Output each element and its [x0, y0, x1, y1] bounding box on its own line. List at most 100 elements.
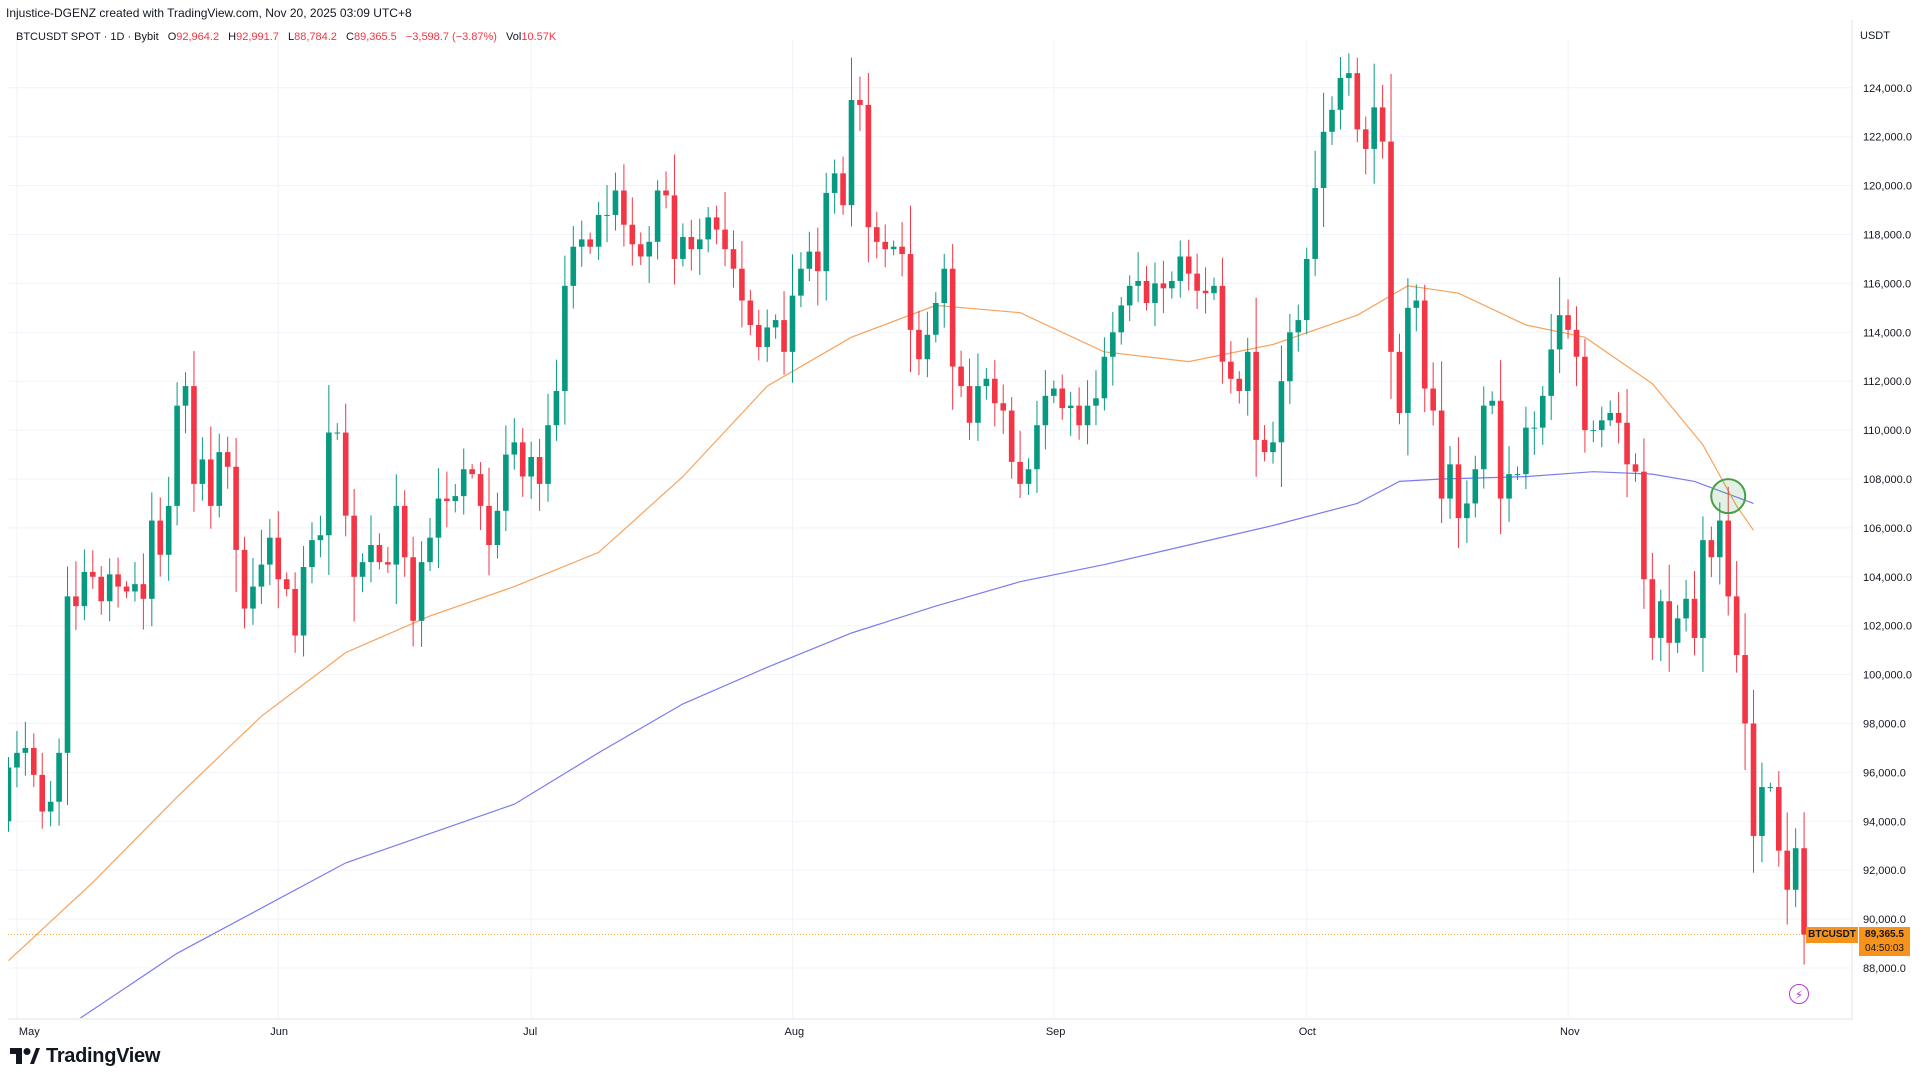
- candle-body[interactable]: [174, 405, 180, 506]
- candle-body[interactable]: [949, 268, 956, 367]
- candle-body[interactable]: [376, 545, 383, 563]
- candle-body[interactable]: [1059, 388, 1066, 409]
- candle-body[interactable]: [1312, 188, 1318, 259]
- candle-body[interactable]: [1177, 256, 1184, 281]
- candle-body[interactable]: [1329, 109, 1335, 132]
- candle-body[interactable]: [98, 576, 105, 602]
- candle-body[interactable]: [452, 496, 459, 502]
- candle-body[interactable]: [73, 596, 79, 607]
- candle-body[interactable]: [831, 173, 838, 193]
- candle-body[interactable]: [1480, 405, 1487, 470]
- candle-body[interactable]: [444, 498, 450, 502]
- candle-body[interactable]: [1067, 405, 1074, 409]
- candle-body[interactable]: [334, 432, 341, 434]
- candle-body[interactable]: [267, 537, 273, 565]
- candle-body[interactable]: [1396, 351, 1403, 413]
- candle-body[interactable]: [1228, 361, 1234, 379]
- crossover-highlight[interactable]: [1710, 478, 1747, 515]
- candle-body[interactable]: [798, 268, 804, 296]
- candle-body[interactable]: [1194, 273, 1200, 291]
- candle-body[interactable]: [410, 557, 416, 621]
- candle-body[interactable]: [47, 801, 54, 812]
- candle-body[interactable]: [1725, 520, 1732, 597]
- candle-body[interactable]: [208, 459, 214, 506]
- candle-body[interactable]: [1708, 540, 1715, 558]
- candle-body[interactable]: [873, 227, 880, 242]
- candle-body[interactable]: [1101, 356, 1108, 399]
- candle-body[interactable]: [1784, 850, 1791, 890]
- candle-body[interactable]: [1160, 283, 1167, 289]
- candle-body[interactable]: [1219, 285, 1226, 362]
- candle-body[interactable]: [300, 567, 307, 636]
- candle-body[interactable]: [1362, 129, 1369, 149]
- candle-body[interactable]: [899, 246, 905, 255]
- candle-body[interactable]: [1523, 427, 1529, 475]
- candle-body[interactable]: [1135, 280, 1141, 286]
- candle-body[interactable]: [165, 505, 172, 555]
- candle-body[interactable]: [848, 100, 855, 206]
- candle-body[interactable]: [191, 386, 197, 484]
- candle-body[interactable]: [1742, 655, 1748, 724]
- candle-body[interactable]: [1531, 427, 1538, 429]
- candle-body[interactable]: [469, 469, 475, 475]
- candle-body[interactable]: [157, 520, 164, 555]
- candle-body[interactable]: [1632, 464, 1639, 472]
- candle-body[interactable]: [882, 241, 889, 250]
- candle-body[interactable]: [393, 505, 400, 565]
- candle-body[interactable]: [435, 498, 442, 538]
- candle-body[interactable]: [1447, 464, 1453, 499]
- candle-body[interactable]: [1202, 290, 1209, 294]
- candle-body[interactable]: [545, 425, 551, 484]
- candle-body[interactable]: [907, 254, 914, 330]
- candle-body[interactable]: [1464, 503, 1470, 519]
- candle-body[interactable]: [1674, 618, 1681, 643]
- candle-body[interactable]: [975, 386, 981, 423]
- candle-body[interactable]: [359, 562, 366, 577]
- candle-body[interactable]: [233, 466, 239, 550]
- candle-body[interactable]: [326, 432, 332, 536]
- candle-body[interactable]: [511, 442, 518, 455]
- candle-body[interactable]: [1649, 579, 1656, 638]
- candle-body[interactable]: [1051, 388, 1057, 396]
- candle-body[interactable]: [368, 545, 374, 563]
- candle-body[interactable]: [688, 236, 695, 250]
- candle-body[interactable]: [351, 515, 357, 577]
- candle-body[interactable]: [772, 320, 779, 328]
- candle-body[interactable]: [1270, 442, 1276, 453]
- candle-body[interactable]: [1700, 540, 1706, 638]
- candle-body[interactable]: [1438, 410, 1445, 499]
- candle-body[interactable]: [275, 537, 282, 580]
- candle-body[interactable]: [1733, 596, 1740, 656]
- candle-body[interactable]: [503, 454, 509, 511]
- candle-body[interactable]: [1042, 395, 1049, 426]
- candle-body[interactable]: [1388, 141, 1394, 352]
- candle-body[interactable]: [1169, 280, 1175, 289]
- lightning-icon[interactable]: ⚡: [1789, 984, 1809, 1004]
- candle-body[interactable]: [755, 324, 762, 347]
- candle-body[interactable]: [1565, 315, 1571, 330]
- ma-slow-line[interactable]: [68, 471, 1754, 1027]
- candle-body[interactable]: [1801, 848, 1807, 935]
- candle-body[interactable]: [519, 442, 526, 477]
- candle-body[interactable]: [865, 104, 872, 228]
- candle-body[interactable]: [764, 327, 770, 347]
- candle-body[interactable]: [1792, 848, 1799, 890]
- candle-body[interactable]: [604, 214, 610, 216]
- candle-body[interactable]: [587, 239, 593, 247]
- candle-body[interactable]: [1118, 305, 1125, 333]
- candle-body[interactable]: [123, 586, 130, 592]
- candle-body[interactable]: [283, 579, 290, 590]
- candle-body[interactable]: [1590, 430, 1597, 432]
- candle-body[interactable]: [1573, 329, 1580, 357]
- candle-body[interactable]: [115, 574, 121, 587]
- candle-body[interactable]: [1455, 464, 1462, 519]
- candle-body[interactable]: [90, 571, 96, 577]
- candle-body[interactable]: [1405, 307, 1411, 413]
- candle-body[interactable]: [528, 456, 534, 477]
- candle-body[interactable]: [64, 596, 71, 753]
- candle-body[interactable]: [30, 747, 37, 775]
- candle-body[interactable]: [460, 469, 467, 497]
- candle-body[interactable]: [1287, 332, 1293, 382]
- candle-body[interactable]: [106, 574, 113, 602]
